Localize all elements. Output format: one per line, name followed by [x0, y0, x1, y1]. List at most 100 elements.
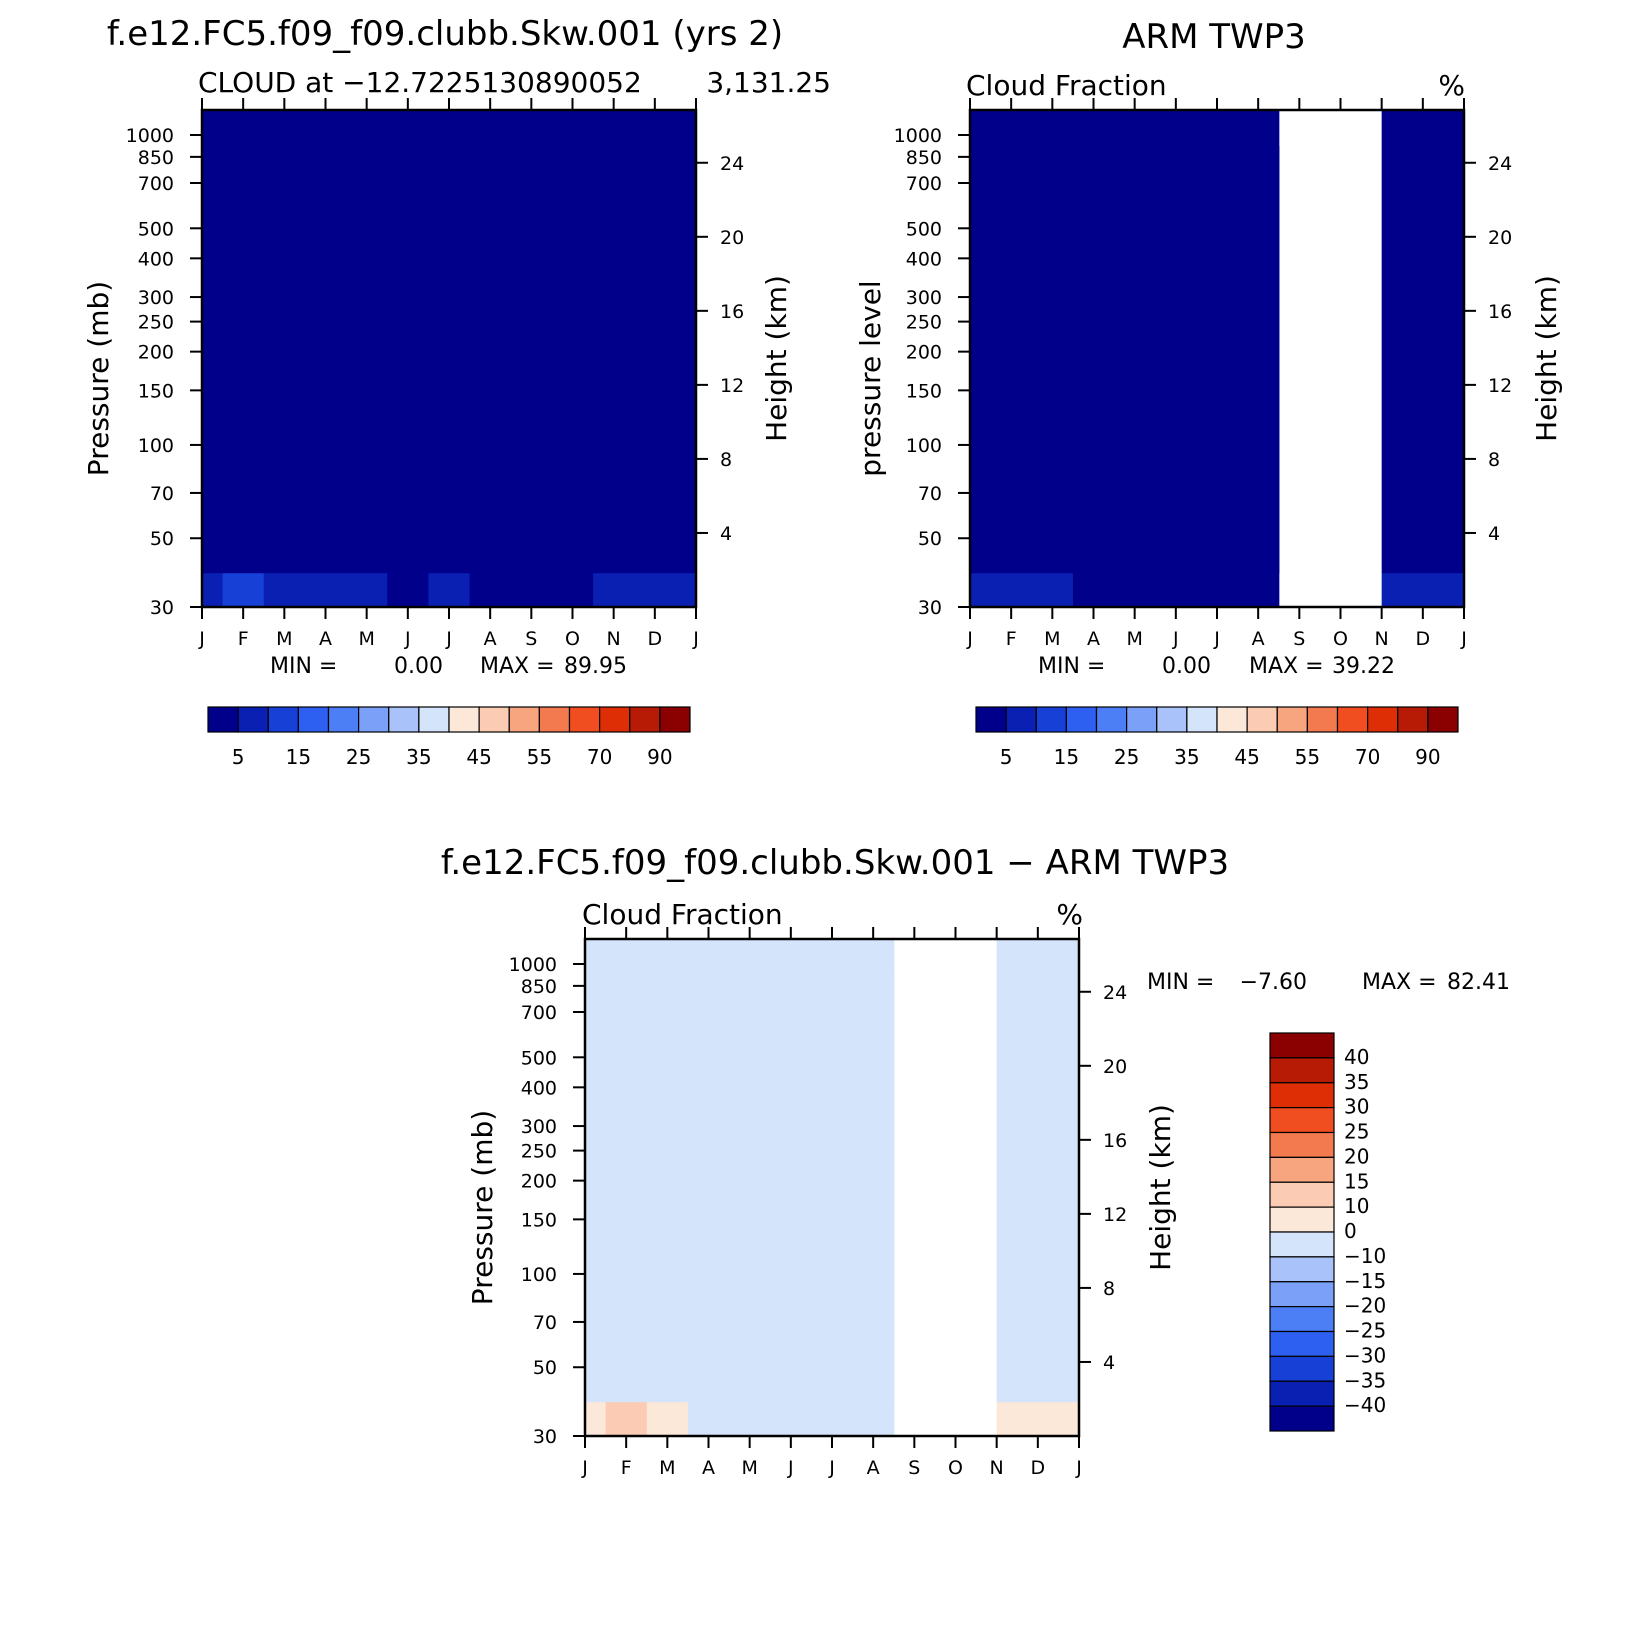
data-cell — [1237, 110, 1280, 574]
chart-subtitle: Cloud Fraction — [582, 898, 783, 931]
x-tick-label: M — [1126, 628, 1142, 650]
y-tick-label: 700 — [138, 173, 174, 195]
data-cell — [852, 939, 895, 1403]
y-tick-label: 300 — [138, 287, 174, 309]
x-tick-label: N — [1375, 628, 1389, 650]
colorbar-swatch — [327, 706, 360, 733]
data-cell — [469, 110, 512, 574]
colorbar-swatch — [358, 706, 390, 733]
y-right-tick-label: 24 — [720, 153, 744, 175]
data-cell — [634, 110, 677, 574]
colorbar-label: 45 — [466, 745, 491, 769]
x-tick-label: O — [565, 628, 580, 650]
y-right-tick-label: 24 — [1488, 153, 1512, 175]
x-tick-label: A — [484, 628, 497, 650]
data-cell — [970, 110, 992, 574]
y-tick-label: 200 — [521, 1171, 557, 1193]
colorbar-label: 45 — [1234, 745, 1259, 769]
colorbar-swatch — [508, 706, 540, 733]
x-tick-label: D — [1416, 628, 1431, 650]
colorbar-swatch — [1397, 706, 1429, 733]
y-tick-label: 400 — [906, 248, 942, 270]
colorbar-label: −10 — [1344, 1244, 1386, 1268]
x-tick-label: N — [607, 628, 621, 650]
y-right-tick-label: 20 — [1103, 1056, 1127, 1078]
colorbar-swatch — [1186, 706, 1218, 733]
data-cell — [770, 939, 813, 1403]
data-cell — [1196, 110, 1239, 574]
y-tick-label: 70 — [150, 483, 174, 505]
chart-subtitle: Cloud Fraction — [966, 69, 1167, 102]
colorbar-swatch — [1269, 1082, 1335, 1109]
x-tick-label: D — [648, 628, 663, 650]
data-cell — [1155, 110, 1198, 574]
colorbar-label: 35 — [1174, 745, 1199, 769]
y-tick-label: 200 — [906, 342, 942, 364]
x-tick-label: J — [1213, 628, 1220, 650]
y-right-tick-label: 16 — [720, 301, 744, 323]
y-tick-label: 850 — [906, 147, 942, 169]
x-tick-label: J — [787, 1457, 794, 1479]
y-right-tick-label: 4 — [1103, 1352, 1115, 1374]
colorbar-swatch — [629, 706, 661, 733]
y-tick-label: 250 — [906, 312, 942, 334]
colorbar-label: 70 — [587, 745, 612, 769]
colorbar-swatch — [1269, 1256, 1335, 1283]
data-cell — [202, 110, 224, 574]
y-tick-label: 850 — [138, 147, 174, 169]
x-tick-label: F — [1006, 628, 1017, 650]
data-cell — [593, 110, 635, 574]
colorbar-swatch — [1269, 1355, 1335, 1382]
y-tick-label: 700 — [521, 1002, 557, 1024]
y-axis-label: pressure level — [854, 280, 887, 476]
min-value: 0.00 — [394, 654, 443, 679]
colorbar-swatch — [388, 706, 420, 733]
x-tick-label: S — [525, 628, 537, 650]
y-tick-label: 150 — [521, 1209, 557, 1231]
y-tick-label: 100 — [521, 1264, 557, 1286]
colorbar-swatch — [1246, 706, 1278, 733]
y-tick-label: 1000 — [894, 125, 942, 147]
colorbar: 5 15 25 35 45 55 70 90 — [975, 706, 1459, 769]
missing-data-region — [1299, 110, 1382, 607]
colorbar-swatch — [1306, 706, 1339, 733]
x-tick-label: N — [990, 1457, 1004, 1479]
chart-title: f.e12.FC5.f09_f09.clubb.Skw.001 (yrs 2) — [107, 14, 783, 54]
y-right-tick-label: 4 — [1488, 523, 1500, 545]
x-tick-label: J — [445, 628, 452, 650]
y-tick-label: 50 — [150, 528, 174, 550]
data-cell — [1031, 110, 1074, 574]
data-cell — [1017, 939, 1060, 1403]
colorbar-label: 15 — [1344, 1169, 1369, 1193]
y-tick-label: 50 — [533, 1357, 557, 1379]
colorbar-swatch — [1269, 1405, 1335, 1432]
x-tick-label: S — [1293, 628, 1305, 650]
colorbar-swatch — [568, 706, 601, 733]
data-cell — [1114, 110, 1156, 574]
colorbar-label: 55 — [1295, 745, 1320, 769]
y-tick-label: 30 — [533, 1426, 557, 1448]
data-cell — [304, 110, 347, 574]
y-tick-label: 500 — [521, 1047, 557, 1069]
data-cell — [1443, 110, 1465, 574]
chart-title: f.e12.FC5.f09_f09.clubb.Skw.001 − ARM TW… — [441, 843, 1229, 883]
data-cell — [1058, 939, 1080, 1403]
x-tick-label: J — [1460, 628, 1467, 650]
y-right-tick-label: 16 — [1103, 1130, 1127, 1152]
y-axis-label: Pressure (mb) — [466, 1110, 499, 1305]
colorbar-label: 25 — [1344, 1120, 1369, 1144]
x-tick-label: F — [621, 1457, 632, 1479]
colorbar-swatch — [538, 706, 571, 733]
colorbar-label: 15 — [1054, 745, 1079, 769]
y-right-tick-label: 20 — [720, 227, 744, 249]
y-tick-label: 30 — [918, 597, 942, 619]
x-tick-label: J — [1075, 1457, 1082, 1479]
colorbar-swatch — [478, 706, 510, 733]
colorbar-label: −35 — [1344, 1368, 1386, 1392]
y-axis-label-right: Height (km) — [1530, 275, 1563, 442]
colorbar-swatch — [1269, 1380, 1335, 1407]
colorbar-label: −15 — [1344, 1269, 1386, 1293]
y-right-tick-label: 12 — [1103, 1204, 1127, 1226]
x-tick-label: J — [828, 1457, 835, 1479]
